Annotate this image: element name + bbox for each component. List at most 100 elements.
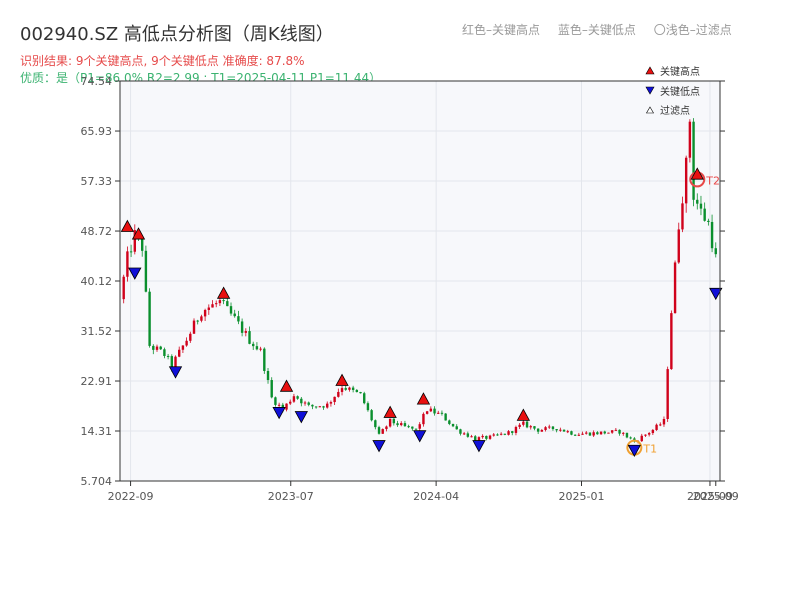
candle-body — [222, 300, 225, 302]
candle-body — [329, 402, 333, 404]
candle-body — [607, 432, 610, 434]
key-high-marker — [690, 167, 704, 180]
candle-body — [577, 434, 581, 436]
y-tick-label: 40.12 — [81, 275, 113, 288]
hint-blue: 蓝色–关键低点 — [557, 23, 636, 37]
candle-body — [326, 403, 329, 408]
candle-body — [374, 420, 377, 428]
candle-body — [144, 250, 148, 292]
candle-body — [684, 157, 688, 204]
candle-body — [566, 431, 569, 433]
annotation-label-t1: T1 — [642, 443, 657, 456]
candle-body — [522, 421, 525, 425]
candle-body — [459, 429, 462, 434]
candle-body — [244, 331, 248, 333]
candle-body — [462, 433, 466, 435]
candle-body — [392, 418, 396, 424]
legend: 关键高点 关键低点 过滤点 — [645, 65, 700, 117]
x-tick-label: 2025-09 — [687, 490, 733, 503]
candle-body — [263, 348, 266, 371]
candle-body — [289, 401, 292, 404]
candle-body — [470, 436, 473, 438]
candle-body — [218, 300, 222, 304]
candle-body — [292, 396, 296, 402]
candle-body — [285, 403, 288, 410]
key-low-marker — [372, 440, 386, 453]
chart-title: 002940.SZ 高低点分析图（周K线图） — [20, 24, 334, 45]
legend-low-label: 关键低点 — [660, 85, 700, 98]
candle-body — [170, 356, 174, 369]
candle-body — [163, 349, 166, 356]
candle-body — [692, 121, 695, 200]
candle-body — [659, 424, 662, 426]
candle-body — [229, 306, 233, 314]
candle-body — [540, 429, 544, 432]
candle-body — [296, 396, 299, 399]
candle-body — [192, 320, 196, 334]
candle-body — [525, 421, 529, 428]
candle-body — [300, 398, 303, 404]
candle-body — [614, 429, 618, 431]
candle-body — [581, 433, 584, 435]
candle-body — [610, 430, 614, 433]
candle-body — [555, 429, 558, 431]
y-tick-label: 48.72 — [81, 225, 113, 238]
candle-body — [196, 320, 199, 322]
legend-low-icon — [645, 86, 655, 95]
y-tick-label: 14.31 — [81, 425, 113, 438]
candle-body — [200, 316, 203, 321]
key-low-marker — [294, 411, 308, 424]
candle-body — [159, 346, 162, 350]
candle-body — [126, 251, 129, 277]
key-low-marker — [168, 366, 183, 379]
candle-body — [396, 423, 399, 426]
hint-red: 红色–关键高点 — [462, 23, 541, 37]
candle-body — [503, 433, 507, 435]
candle-body — [355, 389, 359, 393]
candle-body — [548, 426, 551, 428]
candle-body — [266, 370, 270, 381]
key-low-marker — [128, 267, 142, 280]
candle-body — [651, 429, 655, 434]
candle-body — [640, 435, 643, 442]
candle-body — [311, 404, 314, 407]
candle-body — [588, 432, 592, 436]
candle-body — [673, 262, 677, 314]
candle-body — [514, 426, 518, 433]
candle-body — [359, 392, 362, 394]
candle-body — [544, 427, 547, 430]
legend-filtered-label: 过滤点 — [660, 104, 690, 117]
candle-body — [492, 434, 495, 436]
candle-body — [681, 203, 684, 230]
candle-body — [403, 423, 407, 427]
candle-body — [129, 251, 133, 253]
hint-light: 〇浅色–过滤点 — [653, 23, 732, 37]
candle-body — [141, 236, 144, 251]
candle-body — [433, 408, 436, 414]
candle-body — [511, 431, 514, 433]
candle-body — [340, 388, 344, 392]
key-low-marker — [709, 287, 723, 301]
candle-body — [411, 426, 414, 429]
candle-body — [274, 397, 277, 405]
candle-body — [662, 419, 666, 425]
key-low-marker — [272, 407, 286, 420]
candle-body — [270, 380, 273, 398]
candle-body — [366, 403, 370, 411]
key-low-marker — [413, 430, 427, 443]
key-high-marker — [279, 379, 294, 392]
y-tick-label: 65.93 — [81, 125, 113, 138]
candles — [122, 118, 717, 444]
candle-body — [559, 429, 562, 431]
candle-body — [437, 412, 440, 414]
candle-body — [152, 345, 155, 350]
candle-body — [562, 429, 566, 432]
candle-body — [507, 431, 510, 435]
candle-body — [707, 220, 710, 222]
candle-body — [499, 433, 503, 435]
candle-body — [255, 346, 259, 350]
candle-body — [448, 420, 451, 424]
candle-body — [252, 343, 255, 347]
y-tick-label: 22.91 — [81, 375, 113, 388]
x-tick-label: 2024-04 — [413, 490, 459, 503]
